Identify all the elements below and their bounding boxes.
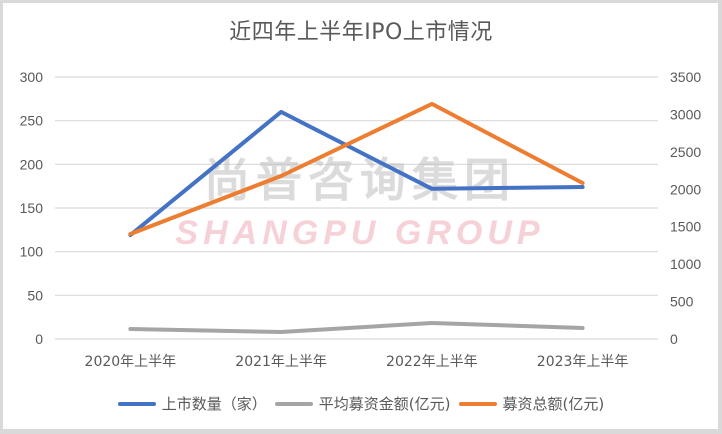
y-right-tick: 0 [670,331,678,347]
legend-label: 上市数量（家） [161,395,267,413]
y-right-tick: 1500 [670,219,701,235]
y-right-tick: 3500 [670,69,701,85]
y-right-tick: 2000 [670,181,701,197]
legend-label: 平均募资金额(亿元) [318,395,451,413]
series-line[interactable] [128,101,585,236]
watermark-cn: 尚普咨询集团 [204,153,516,207]
legend-item-total-raise[interactable]: 募资总额(亿元) [458,393,605,414]
series-line[interactable] [128,321,585,334]
x-tick: 2023年上半年 [537,354,629,370]
y-right-tick: 2500 [670,144,701,160]
y-left-tick: 300 [20,69,44,85]
legend-swatch-icon [117,401,156,406]
y-left-tick: 0 [35,331,43,347]
y-left-tick: 100 [20,244,44,260]
y-left-tick: 150 [20,200,44,216]
y-right-tick: 3000 [670,106,701,122]
y-right-tick: 500 [670,294,694,310]
legend-item-listing-count[interactable]: 上市数量（家） [117,393,267,414]
y-right-tick: 1000 [670,256,701,272]
chart-frame [3,3,718,429]
watermark-en: SHANGPU GROUP [175,214,544,252]
legend-swatch-icon [458,401,497,406]
x-tick: 2021年上半年 [235,354,327,370]
x-tick: 2020年上半年 [85,354,177,370]
y-left-tick: 250 [20,113,44,129]
legend-swatch-icon [274,401,313,406]
legend-label: 募资总额(亿元) [502,395,605,413]
chart-title: 近四年上半年IPO上市情况 [229,20,493,45]
legend: 上市数量（家） 平均募资金额(亿元) 募资总额(亿元) [0,393,722,414]
legend-item-average-raise[interactable]: 平均募资金额(亿元) [274,393,451,414]
x-tick: 2022年上半年 [386,354,478,370]
y-left-tick: 50 [27,287,43,303]
y-left-tick: 200 [20,156,44,172]
series-line[interactable] [128,109,585,238]
